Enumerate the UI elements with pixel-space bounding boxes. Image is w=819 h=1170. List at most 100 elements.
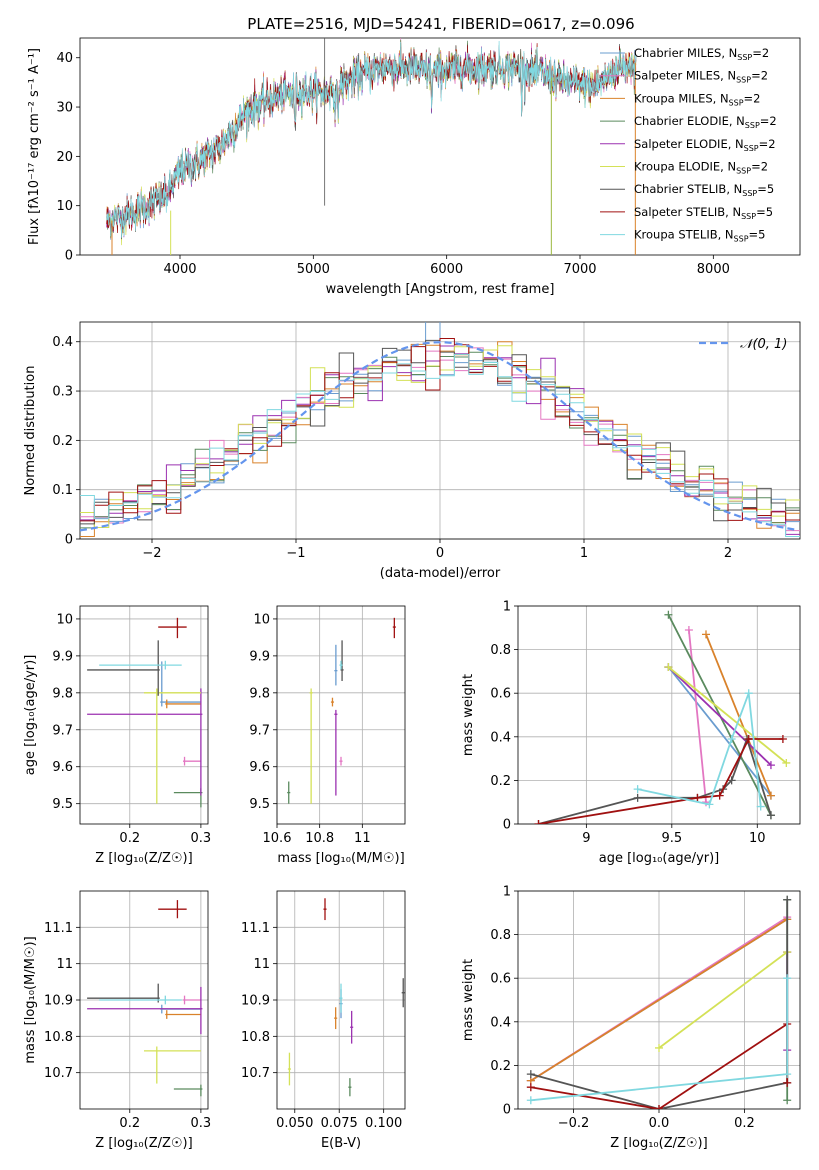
legend-entry: Kroupa ELODIE, NSSP=2	[634, 160, 768, 176]
x-tick-label: 10.8	[305, 831, 334, 846]
y-tick-label: 10	[56, 612, 73, 627]
y-tick-label: 10	[56, 199, 73, 214]
weight-marker-kroupa-elodie	[655, 1043, 663, 1052]
legend-text: Kroupa ELODIE, N	[634, 160, 736, 174]
y-tick-label: 0.4	[490, 730, 511, 745]
legend-text: =2	[759, 137, 776, 151]
spectrum-line-kroupa-stelib	[106, 40, 637, 238]
legend-entry: Kroupa MILES, NSSP=2	[634, 91, 760, 107]
y-tick-label: 40	[56, 51, 73, 66]
weight-marker-salpeter-elodie	[766, 761, 775, 770]
weight-marker-kroupa-elodie	[664, 663, 673, 672]
x-tick-label: 5000	[297, 262, 330, 277]
x-tick-label: 10	[749, 831, 766, 846]
mass-weight-vs-age-panel: 9 9.5 10 0 0.2 0.4 0.6 0.8 1 age [log₁₀(age/yr)] m…	[461, 600, 801, 866]
y-tick-label: 0.8	[490, 928, 511, 943]
x-tick-label: 10.6	[263, 831, 292, 846]
x-tick-label: 0.2	[119, 831, 140, 846]
x-axis-label: Z [log₁₀(Z/Z☉)]	[95, 1136, 192, 1151]
y-tick-label: 9.7	[52, 723, 73, 738]
weight-marker-salpeter-stelib	[693, 793, 702, 802]
legend-text: =5	[749, 228, 766, 242]
weight-marker-salpeter-stelib	[526, 1083, 535, 1092]
x-tick-label: 0	[436, 546, 444, 561]
weight-marker-salpeter-stelib	[534, 820, 543, 824]
legend-subscript: SSP	[744, 144, 759, 153]
figure-title: PLATE=2516, MJD=54241, FIBERID=0617, z=0…	[247, 15, 634, 33]
y-tick-label: 0	[503, 818, 511, 833]
weight-marker-kroupa-stelib	[633, 785, 642, 794]
y-axis-label: Flux [fλ10⁻¹⁷ erg cm⁻² s⁻¹ A⁻¹]	[27, 48, 42, 245]
y-tick-label: 9.7	[249, 723, 270, 738]
weight-line-kroupa-miles	[530, 918, 788, 1082]
x-tick-label: 0.3	[191, 1116, 212, 1131]
legend-subscript: SSP	[729, 98, 744, 107]
x-tick-label: 9.5	[661, 831, 682, 846]
y-tick-label: 10.9	[241, 994, 270, 1009]
mass-weight-vs-Z-panel: −0.2 0.0 0.2 0 0.2 0.4 0.6 0.8 1 Z [log₁₀(Z/Z☉)] m…	[461, 885, 801, 1151]
histogram-steps	[80, 322, 800, 537]
y-tick-label: 11	[253, 957, 270, 972]
y-tick-label: 0	[65, 249, 73, 264]
y-tick-label: 9.5	[249, 797, 270, 812]
y-tick-label: 9.5	[52, 797, 73, 812]
weight-marker-salpeter-stelib	[715, 791, 724, 800]
y-tick-label: 0.6	[490, 687, 511, 702]
x-tick-label: 0.100	[365, 1116, 402, 1131]
y-axis-label: mass weight	[461, 674, 476, 756]
weight-marker-kroupa-stelib	[783, 1070, 792, 1079]
legend-entry: Kroupa STELIB, NSSP=5	[634, 228, 765, 244]
weight-marker-chabrier-elodie	[783, 1096, 792, 1105]
errorbars	[87, 617, 203, 808]
y-tick-label: 11	[56, 957, 73, 972]
y-axis-label: mass weight	[461, 959, 476, 1041]
legend-text: =2	[760, 114, 777, 128]
x-axis-label: Z [log₁₀(Z/Z☉)]	[610, 1136, 707, 1151]
y-tick-label: 10.8	[44, 1030, 73, 1045]
y-tick-label: 0.3	[52, 385, 73, 400]
legend-entry: Salpeter ELODIE, NSSP=2	[634, 137, 776, 153]
y-tick-label: 0	[503, 1103, 511, 1118]
legend-text: Salpeter STELIB, N	[634, 205, 741, 219]
legend-text: =2	[744, 91, 761, 105]
x-tick-label: −0.2	[558, 1116, 590, 1131]
y-tick-label: 30	[56, 101, 73, 116]
legend-entry: Chabrier MILES, NSSP=2	[634, 46, 769, 62]
x-tick-label: 6000	[430, 262, 463, 277]
y-axis-label: mass [log₁₀(M/M☉)]	[23, 936, 38, 1063]
legend-entry: 𝒩(0, 1)	[740, 337, 787, 352]
axes-frame	[276, 605, 406, 825]
y-tick-label: 10.9	[44, 994, 73, 1009]
y-tick-label: 9.6	[52, 760, 73, 775]
weight-line-kroupa-elodie	[658, 951, 788, 1049]
x-axis-label: wavelength [Angstrom, rest frame]	[326, 282, 555, 297]
weight-marker-salpeter-stelib	[778, 734, 787, 743]
x-tick-label: 11	[354, 831, 371, 846]
y-axis-label: Normed distribution	[23, 366, 38, 496]
weight-marker-chabrier-stelib	[727, 776, 736, 785]
axes-frame	[79, 37, 801, 256]
legend-subscript: SSP	[737, 53, 752, 62]
y-tick-label: 9.9	[52, 649, 73, 664]
weight-marker-kroupa-elodie	[782, 758, 791, 767]
weight-marker-kroupa-stelib	[727, 734, 736, 743]
axes-frame	[276, 890, 406, 1110]
x-tick-label: 8000	[697, 262, 730, 277]
weight-line-kroupa-miles	[705, 633, 772, 797]
x-tick-label: 9	[582, 831, 590, 846]
legend-text: Chabrier ELODIE, N	[634, 114, 745, 128]
x-tick-label: −2	[142, 546, 161, 561]
x-axis-label: mass [log₁₀(M/M☉)]	[277, 851, 404, 866]
y-tick-label: 10.7	[241, 1066, 270, 1081]
x-tick-label: 0.3	[191, 831, 212, 846]
weight-marker-chabrier-stelib	[766, 811, 775, 820]
legend-text: =2	[751, 160, 768, 174]
x-tick-label: 0.0	[649, 1116, 670, 1131]
y-tick-label: 1	[503, 885, 511, 900]
errorbars	[287, 617, 396, 804]
legend-entry: Salpeter MILES, NSSP=2	[634, 69, 768, 85]
y-tick-label: 0.2	[490, 774, 511, 789]
weight-marker-chabrier-stelib	[526, 1070, 535, 1079]
x-tick-label: −1	[286, 546, 305, 561]
